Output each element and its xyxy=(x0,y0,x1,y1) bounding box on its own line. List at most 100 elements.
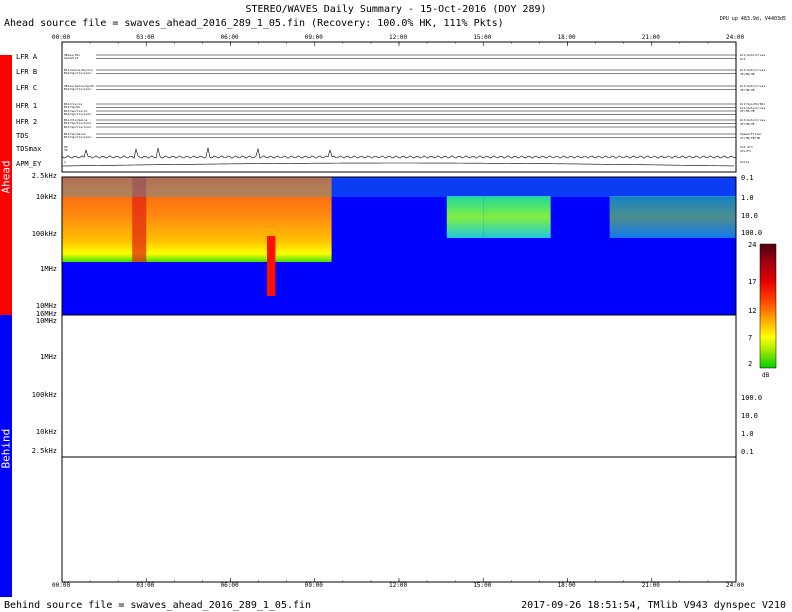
hk-row-label: HFR 1 xyxy=(16,102,38,110)
ahead-right-scale-label: 0.1 xyxy=(741,174,754,182)
hk-row-left-annotation: 65 xyxy=(64,144,68,149)
hk-row-right-annotation: 3F/3B/3B xyxy=(740,71,755,76)
top-time-tick-label: 21:00 xyxy=(641,34,660,41)
ahead-radio-burst xyxy=(267,236,276,296)
hk-row-right-annotation: bit/Sys/HC/Kbr xyxy=(740,102,766,106)
bottom-time-tick-label: 24:00 xyxy=(726,582,745,589)
top-time-tick-label: 12:00 xyxy=(389,34,408,41)
bottom-time-tick-label: 15:00 xyxy=(473,582,492,589)
behind-right-scale-label: 10.0 xyxy=(741,412,758,420)
page-title: STEREO/WAVES Daily Summary - 15-Oct-2016… xyxy=(245,4,547,15)
hk-row-right-annotation: dn1 dfn xyxy=(740,145,753,149)
hk-row-left-annotation: BC1/Cls/Gains xyxy=(64,117,88,122)
colorbar-unit: dB xyxy=(762,372,770,379)
ahead-frequency-label: 10kHz xyxy=(35,193,57,201)
behind-frequency-label: 10kHz xyxy=(35,428,57,436)
behind-sidebar: Behind xyxy=(0,315,13,597)
ahead-continuum xyxy=(62,177,332,262)
hk-row-right-annotation: 3F/7B/7B xyxy=(740,121,755,126)
hk-row-left-annotation: BC4/Sp/Cls/LoCo xyxy=(64,112,92,116)
hk-row-left-annotation: BC3/Sp/Cls/LoCo xyxy=(64,135,92,139)
dpu-info: DPU up 483.9d, V4403d5 xyxy=(719,16,786,22)
hk-row-left-annotation: BC2/Sp/Cls/LoCo xyxy=(64,87,92,91)
top-tick-marks xyxy=(61,42,737,46)
top-time-tick-label: 00:00 xyxy=(52,34,71,41)
hk-row-right-annotation: Speed/Filter xyxy=(740,132,762,136)
hk-row-right-annotation: bit/Auto/Cross xyxy=(740,118,766,122)
hk-row-label: LFR B xyxy=(16,68,38,76)
hk-row-left-annotation: BC3/Sp/Cls/Co xyxy=(64,108,88,113)
hk-row-left-annotation: BC3/Sp/Cls/LoCo xyxy=(64,124,92,129)
ahead-upper-speckle xyxy=(62,177,736,197)
behind-frequency-label: 100kHz xyxy=(31,391,57,399)
bottom-time-tick-label: 00:00 xyxy=(52,582,71,589)
ahead-frequency-label: 1MHz xyxy=(40,265,57,273)
top-time-tick-label: 18:00 xyxy=(557,34,576,41)
hk-row-right-annotation: 0/3 xyxy=(740,56,746,61)
hk-row-left-annotation: 1 xyxy=(64,159,66,164)
hk-row-right-annotation: bit/Auto/Cross xyxy=(740,53,766,57)
hk-row-label: TDSmax xyxy=(16,145,42,153)
bottom-tick-marks xyxy=(61,578,737,582)
top-time-tick-label: 09:00 xyxy=(304,34,323,41)
ahead-patch-3 xyxy=(609,196,736,238)
ahead-right-scale-label: 1.0 xyxy=(741,194,754,202)
hk-row-right-annotation: bit/Auto/Cross xyxy=(740,84,766,88)
generation-stamp: 2017-09-26 18:51:54, TMlib V943 dynspec … xyxy=(521,600,786,611)
ahead-right-scale-label: 100.0 xyxy=(741,229,763,237)
hk-row-left-annotation: BC1/Cls/Lo xyxy=(64,101,83,106)
hk-row-left-annotation: VBias/Vbr xyxy=(64,52,81,57)
apm-ey-trace xyxy=(61,162,735,167)
colorbar-tick-label: 12 xyxy=(748,307,757,315)
bottom-time-tick-label: 03:00 xyxy=(136,582,155,589)
ahead-spectrogram xyxy=(61,176,737,316)
ahead-frequency-label: 10MHz xyxy=(35,302,57,310)
tdsmax-trace xyxy=(61,147,737,159)
hk-row-label: APM_EY xyxy=(16,160,42,168)
top-time-tick-label: 06:00 xyxy=(220,34,239,41)
top-time-tick-label: 03:00 xyxy=(136,34,155,41)
hk-row-label: LFR A xyxy=(16,53,38,61)
ahead-frequency-label: 100kHz xyxy=(31,230,57,238)
hk-row-label: LFR C xyxy=(16,84,38,92)
hk-row-left-annotation: 32 xyxy=(64,148,68,152)
hk-row-right-annotation: 3F/7B/7B xyxy=(740,87,755,92)
ahead-frequency-label: 2.5kHz xyxy=(31,172,57,180)
top-time-tick-label: 15:00 xyxy=(473,34,492,41)
hk-row-left-annotation: SpinDist xyxy=(64,56,79,60)
hk-row-left-annotation: BC1/Gains/Do/Cls xyxy=(64,67,93,72)
hk-row-left-annotation: BC2/Sp/Gains xyxy=(64,131,86,136)
behind-right-scale-label: 1.0 xyxy=(741,430,754,438)
behind-frequency-label: 1MHz xyxy=(40,353,57,361)
bottom-time-tick-label: 09:00 xyxy=(304,582,323,589)
hk-row-label: HFR 2 xyxy=(16,118,38,126)
colorbar-tick-label: 2 xyxy=(748,360,753,368)
hk-row-left-annotation: VBias/Gains/Sp/Dc xyxy=(64,83,95,88)
colorbar-tick-label: 17 xyxy=(748,278,757,286)
ahead-right-scale-label: 10.0 xyxy=(741,212,758,220)
bottom-time-tick-label: 06:00 xyxy=(220,582,239,589)
hk-row-right-annotation: 1T/TB/TB/TB xyxy=(740,135,760,140)
top-time-tick-label: 24:00 xyxy=(726,34,745,41)
ahead-sidebar: Ahead xyxy=(0,55,13,315)
hk-row-left-annotation: BC2/Sp/Cls/LoCo xyxy=(64,71,92,75)
hk-row-right-annotation: dfn/Fn xyxy=(740,148,751,153)
hk-row-label: TDS xyxy=(16,132,29,140)
bottom-time-tick-label: 18:00 xyxy=(557,582,576,589)
hk-panel-frame xyxy=(61,41,737,173)
hk-row-left-annotation: BC2/Sp/Do xyxy=(64,105,81,109)
hk-row-right-annotation: Volts xyxy=(740,160,750,164)
behind-frequency-label: 2.5kHz xyxy=(31,447,57,455)
colorbar-tick-label: 24 xyxy=(748,241,757,249)
ahead-frequency-label: 16MHz xyxy=(35,310,57,318)
behind-right-scale-label: 0.1 xyxy=(741,448,754,456)
bottom-time-tick-label: 21:00 xyxy=(641,582,660,589)
hk-row-right-annotation: bit/Auto/Cross xyxy=(740,105,766,110)
hk-lines xyxy=(61,54,737,167)
behind-source-file: Behind source file = swaves_ahead_2016_2… xyxy=(4,600,312,611)
colorbar-tick-label: 7 xyxy=(748,334,753,342)
bottom-time-tick-label: 12:00 xyxy=(389,582,408,589)
colorbar xyxy=(759,243,777,369)
ahead-source-file: Ahead source file = swaves_ahead_2016_28… xyxy=(4,18,504,29)
